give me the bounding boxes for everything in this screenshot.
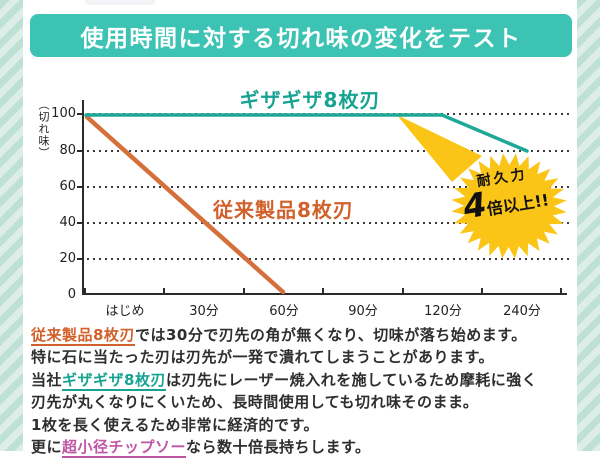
x-axis-tick: [243, 288, 245, 294]
x-axis-tick: [402, 288, 404, 294]
product-name-gizagiza: ギザギザ8枚刃: [62, 370, 166, 391]
x-axis-tick: [163, 288, 165, 294]
header-banner: 使用時間に対する切れ味の変化をテスト: [30, 14, 572, 57]
body-line-3: 当社ギザギザ8枚刃は刃先にレーザー焼入れを施しているため摩耗に強く: [31, 369, 577, 391]
body-line-6-text: なら数十倍長持ちします。: [186, 438, 371, 457]
body-line-3-text: は刃先にレーザー焼入れを施しているため摩耗に強く: [165, 370, 538, 389]
body-line-3-prefix: 当社: [31, 370, 63, 389]
x-tick-label: 60分: [269, 304, 299, 319]
series-line-gizagiza: [84, 113, 529, 153]
burst-tail: [397, 115, 482, 182]
y-axis-tick: [77, 222, 83, 224]
y-axis-title: （切れ味）: [37, 99, 50, 159]
body-line-1-text: では30分で刃先の角が無くなり、切味が落ち始めます。: [134, 326, 527, 344]
striped-border-right: [577, 0, 600, 451]
x-tick-label: 120分: [424, 304, 462, 319]
series-label-conventional: 従来製品8枚刃: [213, 198, 354, 222]
y-tick-label: 60: [59, 179, 76, 194]
body-line-6: 更に超小径チップソーなら数十倍長持ちします。: [31, 436, 577, 458]
gridline-60: [87, 186, 569, 188]
burst-text-suffix: 倍以上!!: [485, 190, 551, 219]
x-tick-label: はじめ: [105, 304, 145, 319]
y-tick-label: 80: [59, 143, 76, 158]
gridline-40: [87, 222, 569, 224]
body-line-6-prefix: 更に: [31, 438, 63, 457]
gridline-100: [87, 113, 569, 115]
y-tick-label: 100: [51, 106, 76, 121]
x-tick-label: 30分: [189, 304, 219, 319]
x-axis-tick: [560, 288, 562, 294]
body-text: 従来製品8枚刃では30分で刃先の角が無くなり、切味が落ち始めます。 特に石に当た…: [31, 324, 577, 458]
body-line-5: 1枚を長く使えるため非常に経済的です。: [31, 415, 319, 434]
striped-border-left: [0, 0, 23, 451]
top-page-remnant: [85, 0, 155, 5]
x-tick-label: 240分: [503, 304, 541, 319]
y-axis-tick: [77, 150, 83, 152]
x-axis-tick: [481, 288, 483, 294]
product-link-chipsaw[interactable]: 超小径チップソー: [62, 438, 187, 458]
y-tick-label: 0: [67, 287, 76, 302]
y-tick-label: 40: [59, 215, 76, 230]
page-title: 使用時間に対する切れ味の変化をテスト: [80, 25, 522, 52]
product-name-conventional: 従来製品8枚刃: [31, 326, 135, 346]
y-axis-tick: [77, 186, 83, 188]
y-axis-tick: [77, 258, 83, 260]
x-axis-line: [82, 293, 567, 295]
burst-big-number: 4: [460, 184, 490, 227]
body-line-2: 特に石に当たった刃は刃先が一発で潰れてしまうことがあります。: [31, 348, 495, 367]
x-tick-label: 90分: [348, 304, 378, 319]
body-line-1: 従来製品8枚刃では30分で刃先の角が無くなり、切味が落ち始めます。: [31, 324, 577, 346]
durability-burst-text: 耐久力 4倍以上!!: [442, 161, 569, 231]
x-axis-tick: [322, 288, 324, 294]
y-axis-line: [82, 100, 84, 295]
gridline-80: [87, 150, 569, 152]
series-label-gizagiza: ギザギザ8枚刃: [239, 88, 381, 112]
y-tick-label: 20: [59, 251, 76, 266]
x-axis-tick: [84, 288, 86, 294]
body-line-4: 刃先が丸くなりにくいため、長時間使用しても切れ味そのまま。: [31, 393, 479, 412]
y-axis-tick: [77, 113, 83, 115]
gridline-20: [87, 258, 569, 260]
